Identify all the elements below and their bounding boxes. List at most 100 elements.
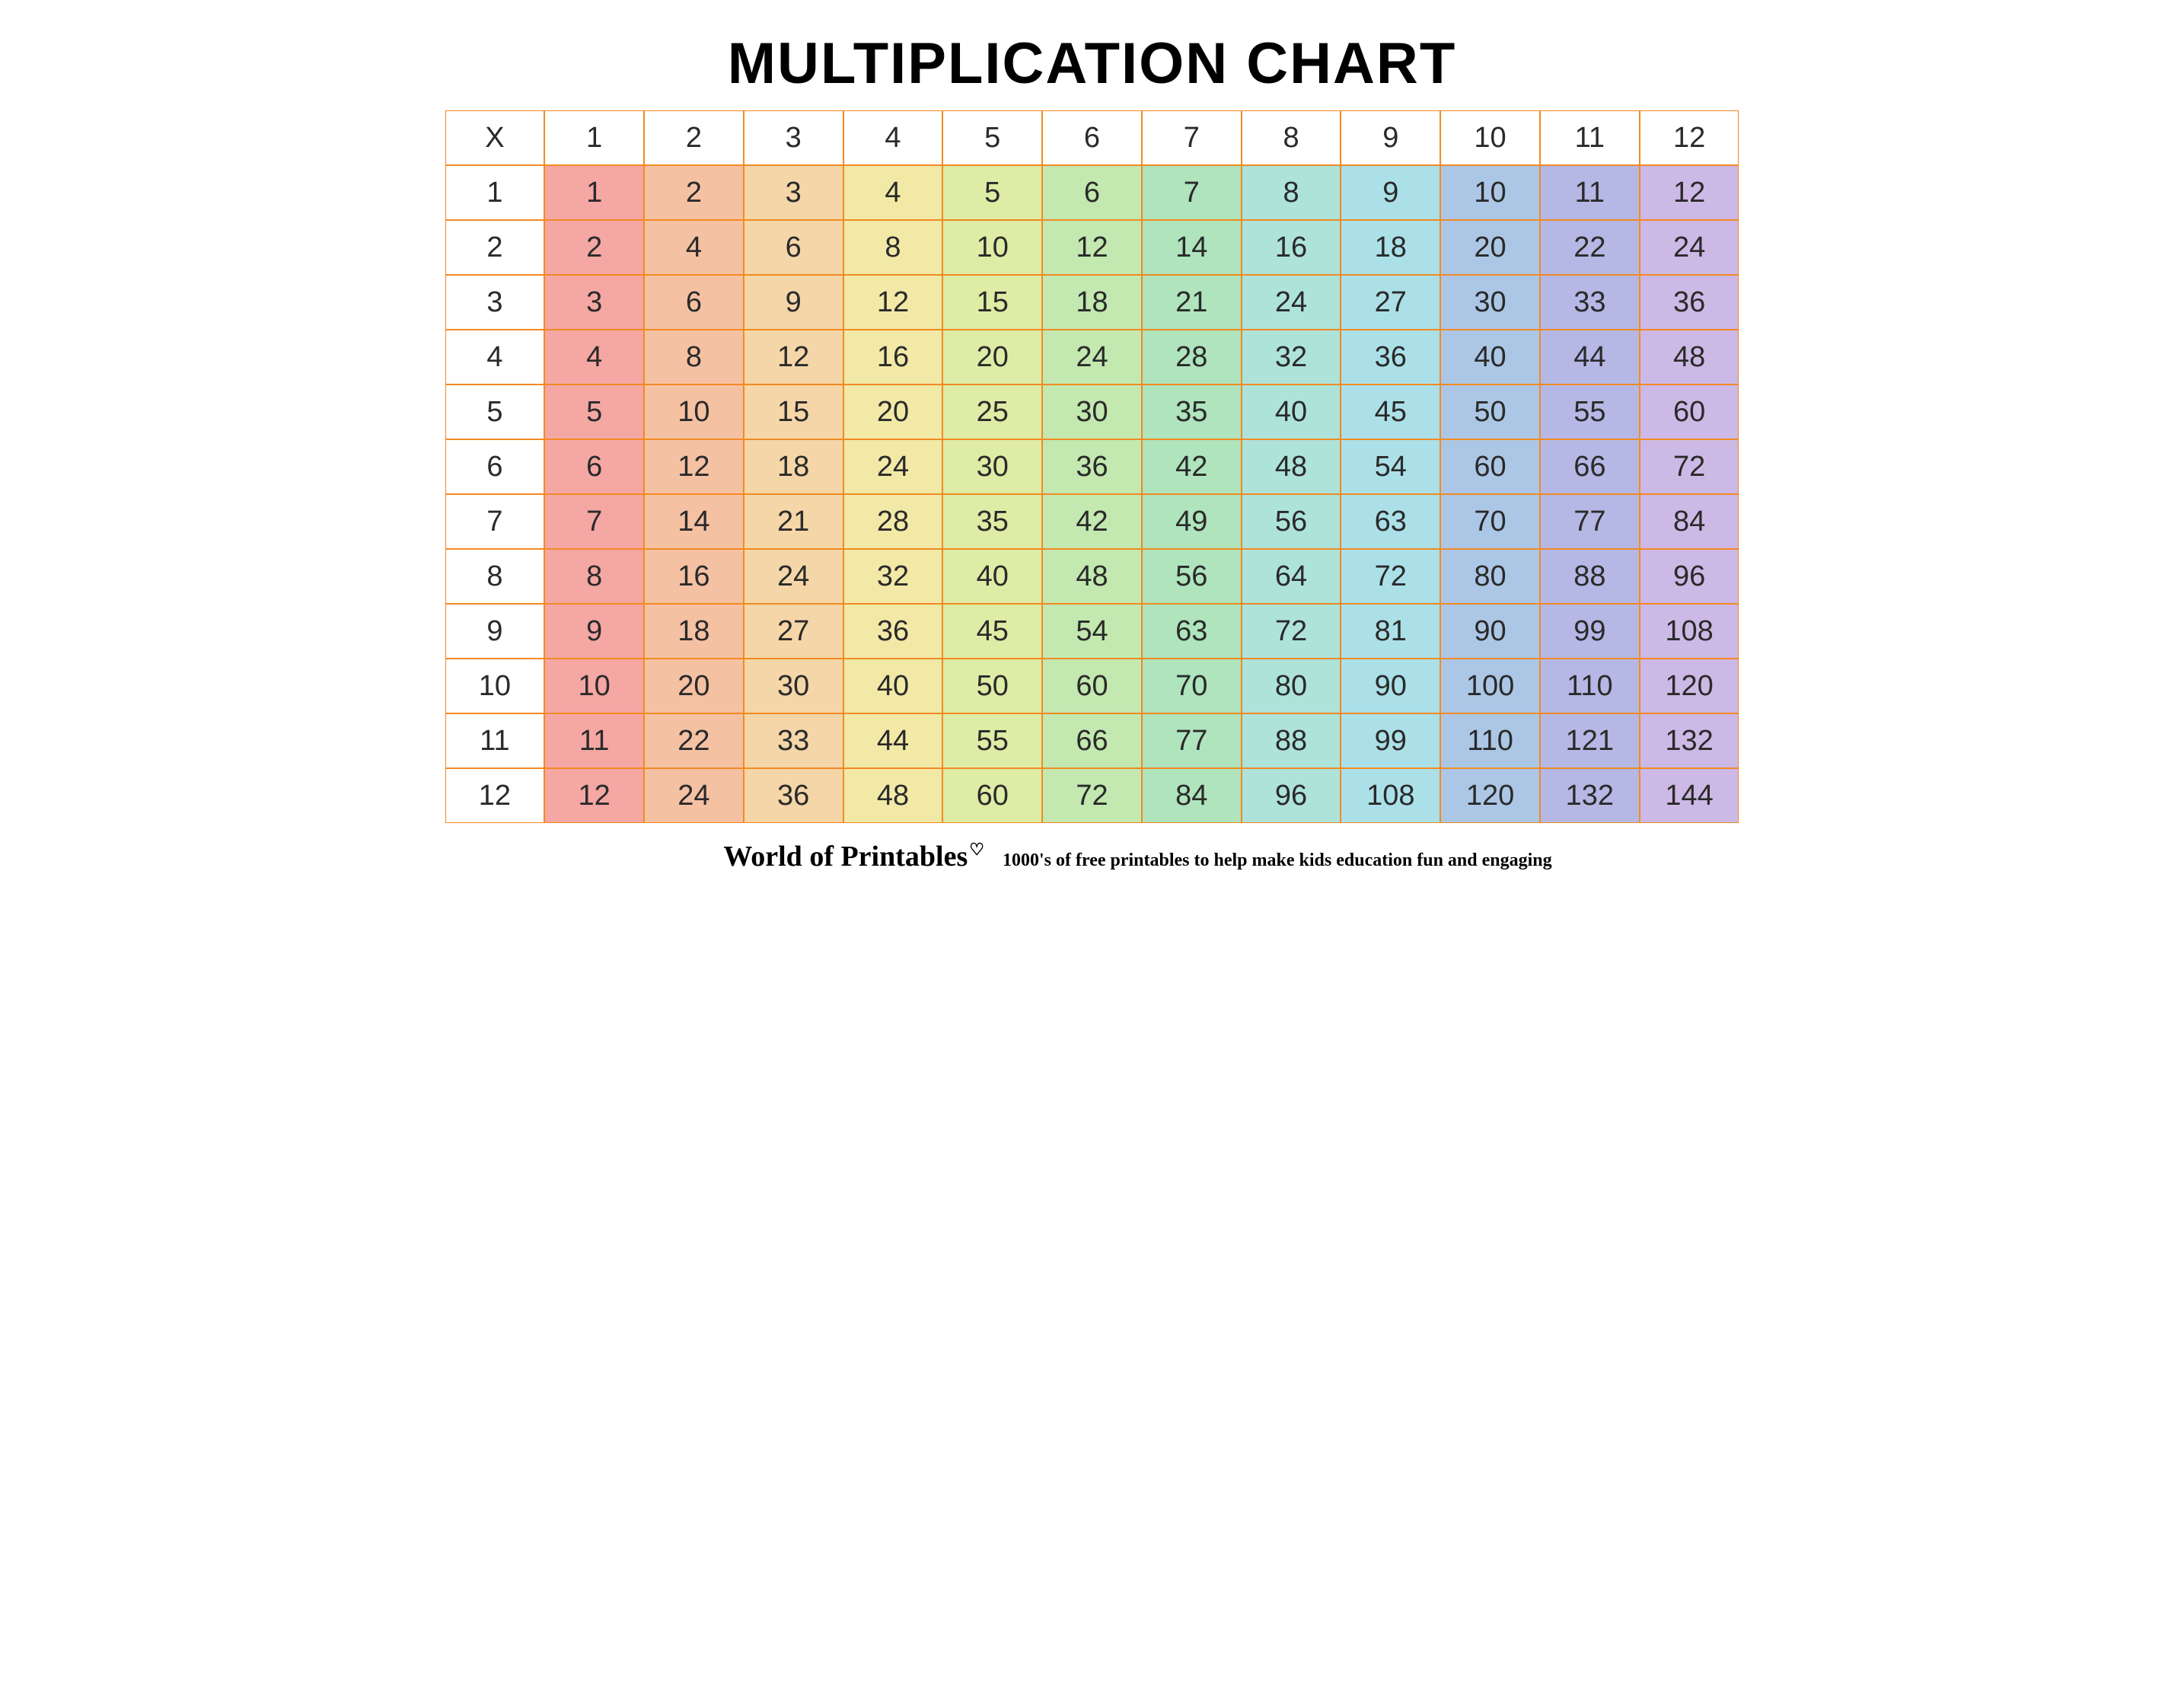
table-cell: 48 <box>843 768 943 823</box>
table-cell: 60 <box>1042 659 1142 713</box>
table-cell: 88 <box>1540 549 1640 604</box>
table-cell: 144 <box>1640 768 1739 823</box>
table-cell: 60 <box>942 768 1042 823</box>
table-cell: 60 <box>1440 439 1540 494</box>
table-cell: 99 <box>1341 713 1440 768</box>
table-cell: 12 <box>644 439 744 494</box>
table-cell: 40 <box>1440 330 1540 385</box>
table-cell: 6 <box>1042 165 1142 220</box>
table-cell: 12 <box>843 275 943 330</box>
table-cell: 40 <box>1242 385 1341 439</box>
table-cell: 8 <box>843 220 943 275</box>
table-cell: 27 <box>1341 275 1440 330</box>
footer: World of Printables♡ 1000's of free prin… <box>445 840 1739 873</box>
table-cell: 14 <box>644 494 744 549</box>
table-cell: 110 <box>1440 713 1540 768</box>
table-cell: 28 <box>843 494 943 549</box>
table-cell: 63 <box>1142 604 1242 659</box>
table-cell: 12 <box>744 330 843 385</box>
table-cell: 18 <box>1042 275 1142 330</box>
table-cell: 70 <box>1142 659 1242 713</box>
table-cell: 7 <box>1142 165 1242 220</box>
col-header: 12 <box>1640 110 1739 165</box>
col-header: 11 <box>1540 110 1640 165</box>
row-header: 4 <box>445 330 545 385</box>
table-cell: 8 <box>1242 165 1341 220</box>
row-header: 5 <box>445 385 545 439</box>
col-header: 7 <box>1142 110 1242 165</box>
col-header: 5 <box>942 110 1042 165</box>
table-cell: 18 <box>1341 220 1440 275</box>
table-cell: 7 <box>544 494 644 549</box>
table-cell: 44 <box>1540 330 1640 385</box>
row-header: 9 <box>445 604 545 659</box>
table-cell: 24 <box>744 549 843 604</box>
brand-logo: World of Printables♡ <box>723 840 984 873</box>
table-cell: 6 <box>744 220 843 275</box>
multiplication-table: X123456789101112112345678910111222468101… <box>445 110 1739 823</box>
table-cell: 40 <box>942 549 1042 604</box>
table-cell: 22 <box>1540 220 1640 275</box>
table-cell: 10 <box>1440 165 1540 220</box>
table-cell: 66 <box>1042 713 1142 768</box>
row-header: 11 <box>445 713 545 768</box>
table-cell: 5 <box>544 385 644 439</box>
table-cell: 100 <box>1440 659 1540 713</box>
table-cell: 30 <box>744 659 843 713</box>
table-cell: 9 <box>544 604 644 659</box>
table-cell: 54 <box>1042 604 1142 659</box>
table-cell: 18 <box>744 439 843 494</box>
table-cell: 108 <box>1341 768 1440 823</box>
table-cell: 40 <box>843 659 943 713</box>
col-header: 3 <box>744 110 843 165</box>
table-cell: 32 <box>843 549 943 604</box>
table-cell: 80 <box>1242 659 1341 713</box>
row-header: 12 <box>445 768 545 823</box>
table-cell: 2 <box>644 165 744 220</box>
table-cell: 30 <box>942 439 1042 494</box>
table-cell: 30 <box>1042 385 1142 439</box>
table-cell: 35 <box>942 494 1042 549</box>
table-cell: 45 <box>942 604 1042 659</box>
table-cell: 120 <box>1440 768 1540 823</box>
table-cell: 5 <box>942 165 1042 220</box>
table-cell: 18 <box>644 604 744 659</box>
table-cell: 4 <box>644 220 744 275</box>
table-cell: 21 <box>744 494 843 549</box>
table-cell: 80 <box>1440 549 1540 604</box>
row-header: 8 <box>445 549 545 604</box>
table-cell: 2 <box>544 220 644 275</box>
table-cell: 24 <box>644 768 744 823</box>
table-cell: 20 <box>1440 220 1540 275</box>
col-header: 4 <box>843 110 943 165</box>
table-cell: 81 <box>1341 604 1440 659</box>
row-header: 6 <box>445 439 545 494</box>
table-cell: 12 <box>1640 165 1739 220</box>
table-cell: 10 <box>644 385 744 439</box>
table-cell: 64 <box>1242 549 1341 604</box>
table-cell: 8 <box>544 549 644 604</box>
table-cell: 1 <box>544 165 644 220</box>
table-cell: 110 <box>1540 659 1640 713</box>
page-title: MULTIPLICATION CHART <box>728 30 1457 97</box>
table-cell: 56 <box>1242 494 1341 549</box>
heart-icon: ♡ <box>969 840 984 859</box>
table-cell: 3 <box>544 275 644 330</box>
table-cell: 36 <box>843 604 943 659</box>
table-cell: 9 <box>744 275 843 330</box>
table-cell: 33 <box>1540 275 1640 330</box>
table-cell: 32 <box>1242 330 1341 385</box>
table-cell: 42 <box>1142 439 1242 494</box>
table-cell: 20 <box>843 385 943 439</box>
table-cell: 72 <box>1640 439 1739 494</box>
table-cell: 6 <box>644 275 744 330</box>
table-cell: 24 <box>843 439 943 494</box>
table-cell: 132 <box>1640 713 1739 768</box>
table-cell: 21 <box>1142 275 1242 330</box>
table-cell: 15 <box>942 275 1042 330</box>
col-header: 9 <box>1341 110 1440 165</box>
table-cell: 72 <box>1242 604 1341 659</box>
col-header: 8 <box>1242 110 1341 165</box>
table-cell: 48 <box>1640 330 1739 385</box>
table-cell: 72 <box>1341 549 1440 604</box>
